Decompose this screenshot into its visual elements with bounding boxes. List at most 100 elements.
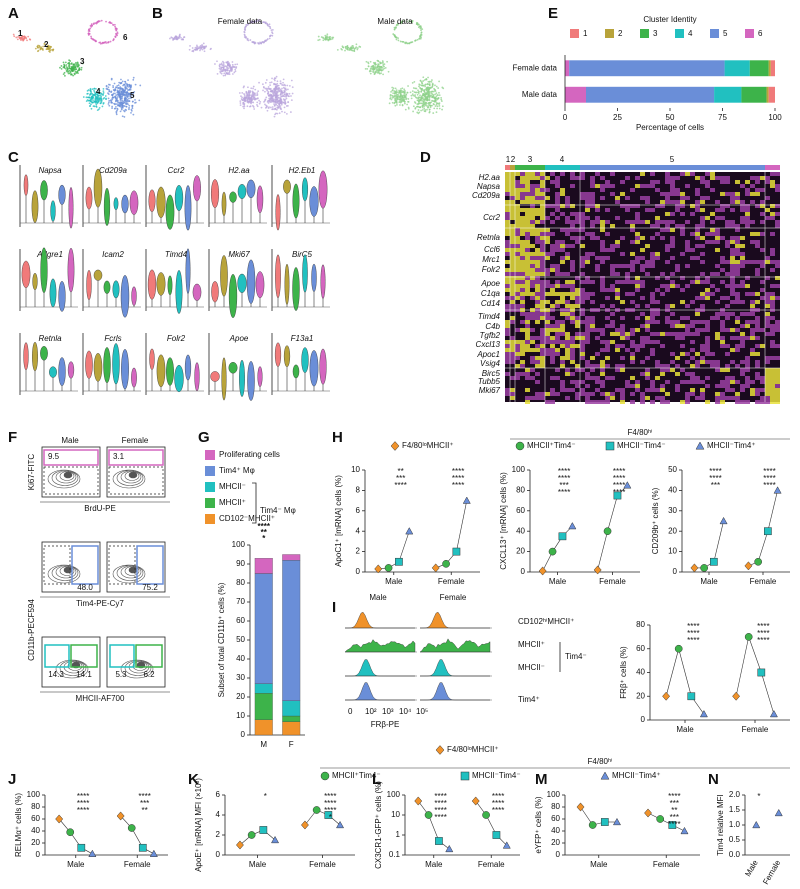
heatmap-cell <box>705 352 710 356</box>
umap-point <box>281 110 283 113</box>
umap-point <box>364 67 367 70</box>
heatmap-cell <box>535 228 540 232</box>
heatmap-cell <box>595 364 600 368</box>
umap-point <box>257 90 260 93</box>
heatmap-cell <box>670 180 675 184</box>
heatmap-cell <box>705 216 710 220</box>
heatmap-cell <box>645 244 650 248</box>
heatmap-cell <box>540 216 545 220</box>
data-point <box>774 808 783 817</box>
y-tick-label: 80 <box>551 802 560 811</box>
heatmap-cell <box>510 188 515 192</box>
umap-point <box>351 49 354 52</box>
heatmap-cell <box>595 264 600 268</box>
heatmap-cell <box>570 244 575 248</box>
heatmap-cell <box>600 288 605 292</box>
heatmap-cell <box>535 252 540 256</box>
umap-point <box>381 67 384 69</box>
umap-point <box>273 79 276 82</box>
heatmap-cell <box>530 220 535 224</box>
data-point <box>414 796 423 806</box>
panel-label: B <box>152 5 163 22</box>
umap-point <box>115 110 118 113</box>
umap-point <box>424 84 426 86</box>
heatmap-cell <box>725 272 730 276</box>
umap-point <box>264 21 267 24</box>
heatmap-cell <box>770 260 775 264</box>
heatmap-cell <box>610 244 615 248</box>
heatmap-cell <box>655 360 660 364</box>
umap-point <box>249 98 252 101</box>
heatmap-cell <box>635 344 640 348</box>
heatmap-cell <box>615 296 620 300</box>
heatmap-cell <box>670 332 675 336</box>
cluster-number: 1 <box>18 29 23 38</box>
umap-point <box>118 89 121 92</box>
heatmap-cell <box>535 296 540 300</box>
heatmap-cell <box>650 256 655 260</box>
violin <box>192 283 202 301</box>
umap-point <box>63 66 66 69</box>
umap-point <box>252 106 255 108</box>
heatmap-cell <box>550 220 555 224</box>
umap-point <box>92 22 95 25</box>
significance: **** <box>687 636 699 645</box>
umap-point <box>228 64 231 67</box>
heatmap-cell <box>650 252 655 256</box>
umap-point <box>340 47 343 50</box>
heatmap-cell <box>600 392 605 396</box>
heatmap-cell <box>540 316 545 320</box>
umap-point <box>131 107 134 110</box>
heatmap-cell <box>570 372 575 376</box>
umap-point <box>418 37 421 40</box>
heatmap-cell <box>715 396 720 400</box>
umap-point <box>407 98 410 100</box>
heatmap-cell <box>705 296 710 300</box>
heatmap-cell <box>540 288 545 292</box>
heatmap-cell <box>735 272 740 276</box>
heatmap-cell <box>635 236 640 240</box>
heatmap-cell <box>595 376 600 380</box>
gene-name: Folr2 <box>167 334 186 343</box>
x-tick-label: 0 <box>348 707 353 716</box>
heatmap-cell <box>540 176 545 180</box>
heatmap-cell <box>505 320 510 324</box>
violin <box>319 348 327 385</box>
legend-label: 3 <box>653 29 658 38</box>
heatmap-cell <box>615 388 620 392</box>
heatmap-cell <box>770 184 775 188</box>
heatmap-cell <box>635 276 640 280</box>
x-tick-label: 10³ <box>382 707 394 716</box>
heatmap-cell <box>695 380 700 384</box>
umap-point <box>126 84 129 87</box>
umap-point <box>107 97 110 100</box>
umap-point <box>421 87 423 90</box>
heatmap-cell <box>715 272 720 276</box>
umap-point <box>114 103 117 105</box>
heatmap-cell <box>655 340 660 344</box>
umap-point <box>120 90 123 93</box>
data-point <box>442 559 450 568</box>
heatmap-cell <box>630 360 635 364</box>
heatmap-cell <box>775 212 780 216</box>
umap-point <box>253 42 256 44</box>
cluster-number: 4 <box>96 87 101 96</box>
heatmap-cell <box>620 344 625 348</box>
heatmap-cell <box>590 204 595 208</box>
umap-point <box>275 112 277 115</box>
heatmap-cell <box>525 176 530 180</box>
y-tick-label: 4 <box>356 526 361 535</box>
category-label: Female <box>438 577 465 586</box>
heatmap-cell <box>590 280 595 284</box>
umap-point <box>283 106 286 109</box>
umap-point <box>182 36 185 39</box>
umap-point <box>13 35 16 38</box>
x-tick-label: 0 <box>563 113 568 122</box>
umap-point <box>122 94 125 97</box>
heatmap-cell <box>525 376 530 380</box>
heatmap-cell <box>625 264 630 268</box>
heatmap-cell <box>690 320 695 324</box>
heatmap-cell <box>570 176 575 180</box>
heatmap-cell <box>640 284 645 288</box>
heatmap-cell <box>745 276 750 280</box>
